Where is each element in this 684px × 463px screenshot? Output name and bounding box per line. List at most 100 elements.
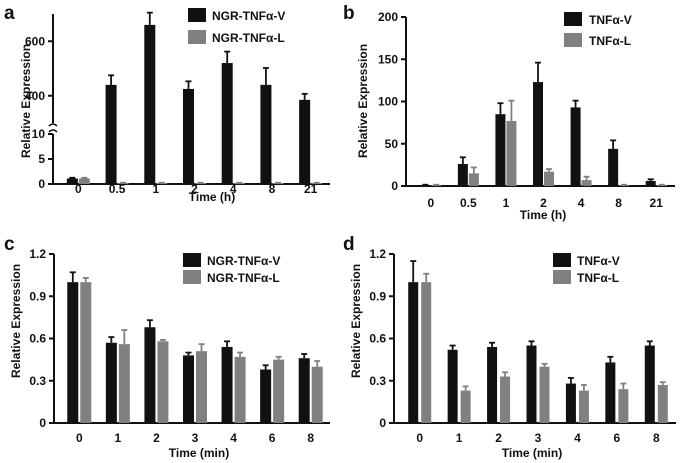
bar-ngr-tnfa-l [118,344,130,423]
y-tick-label: 0 [39,416,46,430]
y-axis-label: Relative Expression [9,264,23,378]
bar-ngr-tnfa-v [260,369,272,423]
x-tick-label: 4 [578,196,585,210]
bar-tnfa-l [421,282,432,423]
legend-label-tnfa-l: TNFα-L [589,34,631,48]
bar-ngr-tnfa-l [80,282,92,423]
bar-ngr-tnfa-l [78,178,90,184]
bar-tnfa-l [581,180,592,186]
x-tick-label: 0 [75,182,82,196]
bar-ngr-tnfa-v [260,84,272,184]
legend-swatch-tnfa-v [553,253,571,267]
bar-ngr-tnfa-v [299,99,311,184]
x-tick-label: 21 [650,196,664,210]
x-tick-label: 2 [495,431,502,445]
y-tick-label: 0.3 [29,374,46,388]
bar-ngr-tnfa-v [144,24,156,185]
x-tick-label: 6 [269,431,276,445]
y-tick-label: 5 [38,152,45,166]
bar-tnfa-v [645,180,656,186]
legend-d: TNFα-V TNFα-L [553,253,620,285]
legend-swatch-ngr-tnfa-l [183,270,201,284]
legend-swatch-ngr-tnfa-l [188,30,206,44]
x-axis-label: Time (min) [502,446,562,460]
bar-tnfa-l [618,389,629,423]
bar-tnfa-l [578,390,589,423]
legend-swatch-tnfa-l [553,270,571,284]
y-tick-label: 0.6 [369,332,386,346]
x-tick-label: 0 [76,431,83,445]
bar-ngr-tnfa-v [105,342,117,423]
legend-label-ngr-tnfa-v: NGR-TNFα-V [207,254,280,268]
y-tick-label: 100 [378,95,398,109]
x-tick-label: 2 [191,182,198,196]
y-tick-label: 0.3 [369,374,386,388]
bar-tnfa-l [544,171,554,186]
bar-ngr-tnfa-v [183,88,194,184]
panel-a: a Relative Expression Time (h) 0 5 10 400 60… [4,3,330,204]
bar-ngr-tnfa-l [273,359,285,423]
axis-break-mark [48,129,58,133]
x-tick-label: 1 [115,431,122,445]
bar-tnfa-v [565,383,576,423]
panel-letter-a: a [4,3,15,24]
bar-ngr-tnfa-v [67,282,79,423]
x-tick-label: 8 [307,431,314,445]
y-tick-label: 0 [379,416,386,430]
legend-swatch-tnfa-v [564,12,582,26]
y-tick-label: 0.9 [29,289,46,303]
bar-ngr-tnfa-v [105,84,117,184]
bar-tnfa-l [657,384,668,423]
bar-tnfa-l [460,390,471,423]
bar-ngr-tnfa-v [144,327,156,423]
panel-letter-c: c [4,234,15,255]
bar-tnfa-l [468,173,479,186]
y-tick-label: 10 [32,127,46,141]
y-tick-label: 400 [25,89,45,103]
x-tick-label: 3 [192,431,199,445]
bar-tnfa-l [500,376,511,423]
legend-a: NGR-TNFα-V NGR-TNFα-L [188,8,285,45]
bar-tnfa-v [608,148,619,186]
y-tick-label: 1.2 [29,247,46,261]
axis-break-mark [48,123,58,127]
legend-swatch-tnfa-l [564,33,582,47]
bar-ngr-tnfa-v [298,358,310,423]
x-axis-label: Time (min) [169,446,229,460]
y-axis-label: Relative Expression [349,264,363,378]
legend-label-tnfa-l: TNFα-L [577,271,619,285]
y-tick-label: 50 [385,137,399,151]
x-axis-label: Time (h) [189,190,235,204]
y-tick-label: 600 [25,34,45,48]
y-tick-label: 0.9 [369,289,386,303]
bar-ngr-tnfa-l [311,366,323,423]
bar-tnfa-v [644,345,655,423]
x-tick-label: 1 [503,196,510,210]
x-tick-label: 8 [615,196,622,210]
legend-swatch-ngr-tnfa-v [188,8,206,22]
bar-ngr-tnfa-v [66,178,78,184]
legend-label-ngr-tnfa-l: NGR-TNFα-L [207,271,280,285]
y-tick-label: 1.2 [369,247,386,261]
legend-label-tnfa-v: TNFα-V [577,254,620,268]
bar-ngr-tnfa-l [157,341,169,423]
bar-ngr-tnfa-v [221,346,233,423]
legend-c: NGR-TNFα-V NGR-TNFα-L [183,253,280,285]
bar-tnfa-v [447,349,458,423]
bar-tnfa-v [408,282,419,423]
plot-area-d: 0 0.3 0.6 0.9 1.2 0 1 2 3 4 6 8 [369,247,676,445]
bar-tnfa-v [457,164,468,186]
panel-b: b Relative Expression Time (h) 0 50 100 150… [343,3,675,222]
plot-area-b: 0 50 100 150 200 0 0.5 1 2 4 8 21 [378,10,675,210]
x-tick-label: 0 [427,196,434,210]
y-tick-label: 200 [378,10,398,24]
legend-b: TNFα-V TNFα-L [564,12,632,48]
bar-tnfa-l [539,366,550,423]
y-axis-label: Relative Expression [19,44,33,158]
bar-tnfa-v [526,345,537,423]
x-tick-label: 3 [535,431,542,445]
x-tick-label: 6 [614,431,621,445]
panel-d: d Relative Expression Time (min) 0 0.3 0.6… [343,234,676,460]
